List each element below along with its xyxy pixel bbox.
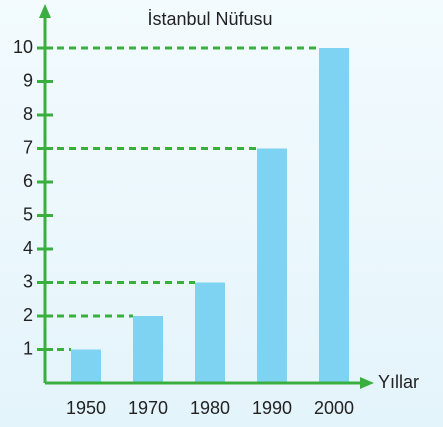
y-axis-arrow (39, 4, 51, 18)
x-axis-arrow (360, 377, 374, 389)
y-tick-label: 2 (23, 305, 33, 325)
x-tick-label: 2000 (314, 398, 354, 418)
chart-title: İstanbul Nüfusu (147, 9, 272, 29)
y-tick-label: 3 (23, 271, 33, 291)
y-tick-label: 10 (13, 37, 33, 57)
bar (133, 316, 163, 383)
x-tick-label: 1970 (128, 398, 168, 418)
y-tick-label: 4 (23, 238, 33, 258)
bar (257, 148, 287, 383)
y-tick-label: 6 (23, 171, 33, 191)
y-tick-label: 7 (23, 137, 33, 157)
y-tick-label: 5 (23, 204, 33, 224)
x-tick-label: 1980 (190, 398, 230, 418)
x-tick-label: 1990 (252, 398, 292, 418)
y-tick-label: 8 (23, 104, 33, 124)
x-tick-label: 1950 (66, 398, 106, 418)
y-tick-label: 9 (23, 70, 33, 90)
bar (319, 48, 349, 383)
bar (195, 282, 225, 383)
x-axis-label: Yıllar (378, 372, 419, 392)
y-tick-label: 1 (23, 338, 33, 358)
bar (71, 349, 101, 383)
